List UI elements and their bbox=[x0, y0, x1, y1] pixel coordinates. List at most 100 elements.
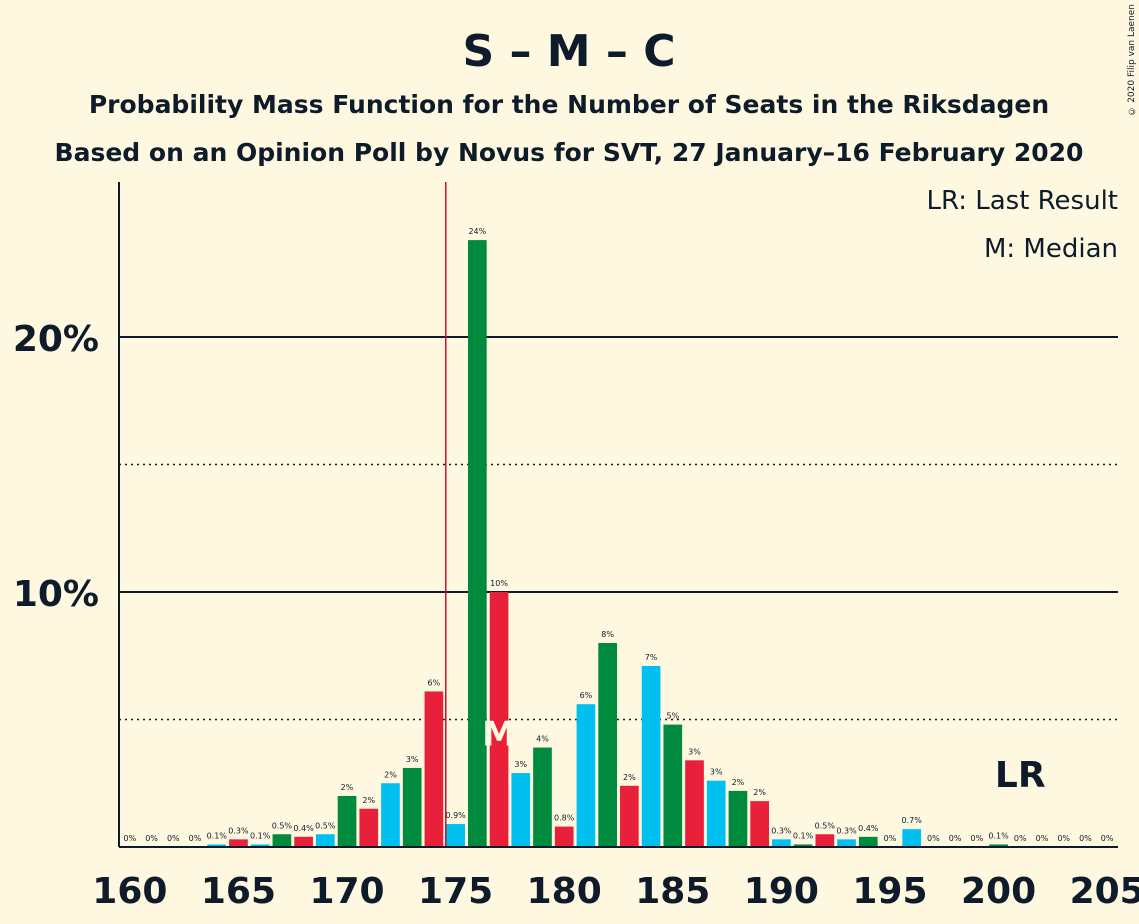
x-tick-label: 205 bbox=[1070, 871, 1139, 912]
x-tick-label: 170 bbox=[309, 871, 384, 912]
bar bbox=[381, 783, 400, 847]
gridlines: 10% 20% bbox=[13, 319, 1118, 721]
bar bbox=[793, 844, 813, 847]
bar-label: 2% bbox=[623, 773, 636, 782]
bar-label: 2% bbox=[732, 778, 745, 787]
bar bbox=[272, 834, 292, 847]
y-tick-label: 20% bbox=[13, 319, 99, 360]
bar bbox=[359, 808, 379, 847]
bar bbox=[446, 824, 465, 847]
bar-label: 0.4% bbox=[293, 824, 314, 833]
bar-label: 0% bbox=[949, 834, 962, 843]
bar-label: 0% bbox=[1079, 834, 1092, 843]
x-tick-label: 200 bbox=[961, 871, 1036, 912]
bar bbox=[250, 844, 270, 847]
bar-label: 0% bbox=[145, 834, 158, 843]
bar-label: 0.3% bbox=[771, 826, 792, 835]
bar-label: 0.8% bbox=[554, 814, 575, 823]
bar bbox=[424, 691, 444, 847]
bar-label: 2% bbox=[362, 796, 375, 805]
bar-label: 0% bbox=[1014, 834, 1027, 843]
bar bbox=[641, 665, 661, 847]
bar bbox=[837, 839, 856, 847]
bar-label: 3% bbox=[406, 755, 419, 764]
bar bbox=[229, 839, 248, 847]
bar-label: 0% bbox=[927, 834, 940, 843]
bar-label: 0.5% bbox=[272, 821, 293, 830]
x-tick-label: 160 bbox=[92, 871, 167, 912]
bar bbox=[750, 801, 770, 847]
bar bbox=[207, 844, 227, 847]
markers: M LR bbox=[445, 182, 1046, 847]
bar-label: 0% bbox=[1057, 834, 1070, 843]
bar bbox=[989, 844, 1008, 847]
bar bbox=[772, 839, 791, 847]
y-tick-label: 10% bbox=[13, 574, 99, 615]
bar bbox=[467, 240, 487, 848]
legend-last-result: LR: Last Result bbox=[926, 186, 1118, 216]
chart-subtitle: Probability Mass Function for the Number… bbox=[89, 90, 1049, 119]
bar-label: 10% bbox=[490, 579, 508, 588]
bar-label: 2% bbox=[341, 783, 354, 792]
bar bbox=[728, 790, 748, 847]
bar bbox=[489, 592, 509, 847]
bar-label: 8% bbox=[601, 630, 614, 639]
bar bbox=[576, 704, 596, 847]
bar-label: 0% bbox=[1036, 834, 1049, 843]
bar bbox=[706, 780, 726, 847]
bar-label: 24% bbox=[468, 227, 486, 236]
bar bbox=[598, 643, 617, 847]
bar-label: 2% bbox=[753, 788, 766, 797]
x-tick-label: 195 bbox=[852, 871, 927, 912]
bar bbox=[663, 724, 683, 847]
median-marker: M bbox=[482, 714, 516, 754]
bar-label: 3% bbox=[688, 747, 701, 756]
bar bbox=[315, 834, 335, 847]
bar-label: 0% bbox=[884, 834, 897, 843]
bar bbox=[337, 796, 357, 847]
legend-median: M: Median bbox=[984, 234, 1118, 264]
bar bbox=[511, 773, 531, 847]
bar-label: 0.1% bbox=[988, 831, 1009, 840]
bar-label: 0.3% bbox=[836, 826, 857, 835]
x-tick-label: 180 bbox=[527, 871, 602, 912]
x-tick-label: 175 bbox=[418, 871, 493, 912]
bar-label: 0% bbox=[970, 834, 983, 843]
bars bbox=[207, 240, 1008, 848]
x-tick-label: 190 bbox=[744, 871, 819, 912]
bar bbox=[858, 836, 878, 847]
bar-label: 3% bbox=[710, 768, 723, 777]
bar-label: 0% bbox=[167, 834, 180, 843]
bar-label: 0.1% bbox=[793, 831, 814, 840]
bar-label: 0.5% bbox=[815, 821, 836, 830]
bar-label: 0.9% bbox=[445, 811, 466, 820]
bar-label: 0.3% bbox=[228, 826, 249, 835]
bar-label: 3% bbox=[514, 760, 527, 769]
bar-label: 0% bbox=[1101, 834, 1114, 843]
copyright-note: © 2020 Filip van Laenen bbox=[1127, 4, 1137, 116]
bar-label: 2% bbox=[384, 770, 397, 779]
bar-label: 6% bbox=[428, 678, 441, 687]
bar-label: 0.7% bbox=[902, 816, 923, 825]
bar-label: 0.4% bbox=[858, 824, 879, 833]
bar-label: 0.5% bbox=[315, 821, 336, 830]
bar-label: 7% bbox=[645, 653, 658, 662]
last-result-marker: LR bbox=[995, 755, 1046, 796]
chart-title: S – M – C bbox=[462, 26, 675, 77]
bar-label: 4% bbox=[536, 735, 549, 744]
bar bbox=[902, 829, 922, 847]
axes: 160 165 170 175 180 185 190 195 200 205 bbox=[92, 182, 1139, 912]
bar-labels: 0% 0% 0% 0% 0.1%0.3%0.1%0.5% 0.4% 0.5%2%2%2%3%… bbox=[124, 227, 1114, 843]
bar bbox=[685, 760, 704, 847]
bar-label: 0.1% bbox=[207, 831, 228, 840]
bar-label: 0% bbox=[124, 834, 137, 843]
bar-label: 0.1% bbox=[250, 831, 271, 840]
bar-label: 0% bbox=[189, 834, 202, 843]
x-tick-label: 185 bbox=[635, 871, 710, 912]
bar bbox=[815, 834, 835, 847]
bar bbox=[402, 767, 422, 847]
bar bbox=[554, 826, 574, 847]
bar bbox=[620, 785, 639, 847]
bar-label: 6% bbox=[580, 691, 593, 700]
